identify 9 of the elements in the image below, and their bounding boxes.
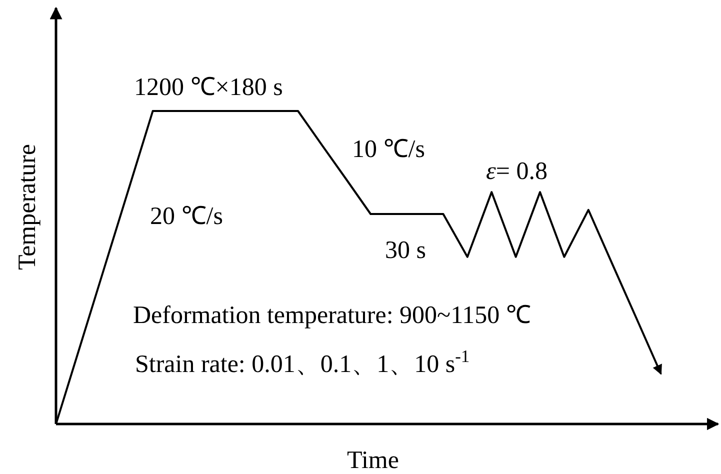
xlabel: Time [347,447,399,474]
annotation: 20 ℃/s [150,203,223,230]
annotation: Deformation temperature: 900~1150 ℃ [133,302,531,329]
annotation: ε= 0.8 [486,158,548,185]
ylabel: Temperature [14,144,41,270]
annotation: 10 ℃/s [352,136,425,163]
annotation: 30 s [385,237,426,264]
annotation: 1200 ℃×180 s [134,74,283,101]
annotation: Strain rate: 0.01、0.1、1、10 s$^{-1}$ [135,346,470,378]
